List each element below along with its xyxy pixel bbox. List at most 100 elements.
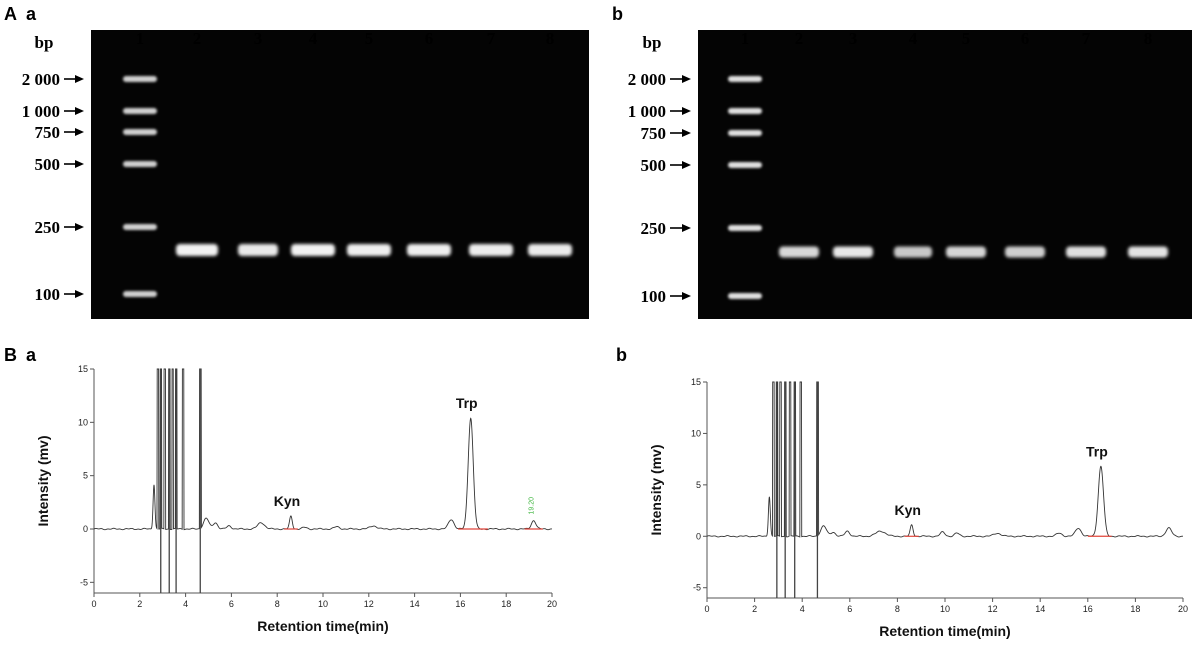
- gel-ladder-band: [728, 108, 762, 114]
- x-tick-label: 2: [752, 604, 757, 614]
- gel-marker-arrowhead: [682, 129, 691, 137]
- gel-marker-label: 750: [641, 124, 667, 143]
- gel-lane-number: 8: [546, 29, 555, 48]
- y-axis-label: Intensity (mv): [35, 435, 51, 526]
- panel-letter-B: B: [4, 345, 17, 365]
- x-tick-label: 8: [895, 604, 900, 614]
- x-tick-label: 10: [940, 604, 950, 614]
- x-tick-label: 8: [275, 599, 280, 609]
- gel-lane-number: 2: [193, 29, 202, 48]
- chromatogram-trace: [93, 368, 553, 531]
- gel-ladder-band: [123, 76, 157, 82]
- gel-sample-band: [238, 244, 278, 256]
- gel-sample-band: [528, 244, 572, 256]
- panel-letter-A: A: [4, 4, 17, 24]
- gel-marker-arrowhead: [682, 75, 691, 83]
- gel-marker-arrowhead: [75, 107, 84, 115]
- gel-marker-arrowhead: [682, 224, 691, 232]
- gel-image-b: 1 2 3 4 5 6 7 8 bp 2 000 1 000 750 500 250 100: [628, 29, 1192, 319]
- gel-sample-band: [1128, 246, 1168, 258]
- gel-ladder-band: [728, 162, 762, 168]
- gel-lane-number: 3: [254, 29, 263, 48]
- x-tick-label: 4: [800, 604, 805, 614]
- gel-marker-label: 2 000: [22, 70, 60, 89]
- gel-sample-band: [1005, 246, 1045, 258]
- gel-lane-number: 1: [136, 29, 145, 48]
- gel-lane-number: 6: [1021, 29, 1030, 48]
- gel-marker-arrowhead: [75, 290, 84, 298]
- gel-marker-arrowhead: [75, 128, 84, 136]
- gel-lane-number: 6: [425, 29, 434, 48]
- gel-lane-number: 2: [795, 29, 804, 48]
- gel-unit-label: bp: [643, 33, 662, 52]
- y-axis-label: Intensity (mv): [648, 444, 664, 535]
- gel-lane-number: 8: [1144, 29, 1153, 48]
- gel-background: [91, 30, 589, 319]
- gel-marker-label: 100: [641, 287, 667, 306]
- gel-sample-band: [347, 244, 391, 256]
- gel-ladder-band: [123, 161, 157, 167]
- gel-ladder-band: [728, 293, 762, 299]
- gel-lane-number: 3: [849, 29, 858, 48]
- x-tick-label: 14: [1035, 604, 1045, 614]
- x-tick-label: 16: [455, 599, 465, 609]
- gel-marker-label: 500: [35, 155, 61, 174]
- gel-sample-band: [469, 244, 513, 256]
- peak-time-label: 19.20: [529, 497, 536, 515]
- gel-ladder-band: [728, 130, 762, 136]
- y-tick-label: 5: [696, 480, 701, 490]
- x-tick-label: 0: [704, 604, 709, 614]
- chromatogram-trace: [706, 381, 1184, 538]
- x-tick-label: 6: [229, 599, 234, 609]
- x-tick-label: 6: [847, 604, 852, 614]
- gel-marker-label: 500: [641, 156, 667, 175]
- panel-B-sub-a: a: [26, 345, 37, 365]
- gel-ladder-band: [728, 76, 762, 82]
- gel-ladder-band: [123, 108, 157, 114]
- gel-ladder-band: [123, 129, 157, 135]
- panel-A-sub-b: b: [612, 4, 623, 24]
- gel-marker-arrowhead: [682, 107, 691, 115]
- y-tick-label: -5: [80, 577, 88, 587]
- peak-label: Kyn: [274, 493, 300, 509]
- peak-label: Trp: [456, 395, 478, 411]
- x-tick-label: 20: [547, 599, 557, 609]
- gel-marker-arrowhead: [682, 292, 691, 300]
- gel-sample-band: [894, 246, 932, 258]
- gel-lane-number: 1: [741, 29, 750, 48]
- gel-ladder-band: [728, 225, 762, 231]
- gel-marker-label: 1 000: [22, 102, 60, 121]
- peak-label: Trp: [1086, 443, 1108, 459]
- y-tick-label: 15: [78, 364, 88, 374]
- x-tick-label: 20: [1178, 604, 1188, 614]
- x-tick-label: 16: [1083, 604, 1093, 614]
- gel-marker-label: 750: [35, 123, 61, 142]
- gel-marker-label: 100: [35, 285, 61, 304]
- y-tick-label: 0: [696, 531, 701, 541]
- gel-lane-number: 7: [487, 29, 496, 48]
- gel-sample-band: [946, 246, 986, 258]
- x-tick-label: 12: [364, 599, 374, 609]
- gel-marker-label: 250: [35, 218, 61, 237]
- x-tick-label: 4: [183, 599, 188, 609]
- chromatogram-a: 0 2 4 6 8 10 12 14 16 18 20 -5 0 5 10 15 Retention time(…: [35, 364, 557, 634]
- gel-marker-label: 2 000: [628, 70, 666, 89]
- y-tick-label: 10: [691, 428, 701, 438]
- gel-marker-arrowhead: [75, 75, 84, 83]
- y-tick-label: 5: [83, 471, 88, 481]
- gel-marker-label: 1 000: [628, 102, 666, 121]
- gel-sample-band: [407, 244, 451, 256]
- gel-sample-band: [1066, 246, 1106, 258]
- gel-ladder-band: [123, 291, 157, 297]
- x-tick-label: 2: [137, 599, 142, 609]
- x-tick-label: 14: [410, 599, 420, 609]
- gel-lane-number: 4: [309, 29, 318, 48]
- gel-marker-arrowhead: [75, 223, 84, 231]
- y-tick-label: 15: [691, 377, 701, 387]
- gel-sample-band: [833, 246, 873, 258]
- gel-marker-label: 250: [641, 219, 667, 238]
- gel-lane-number: 7: [1082, 29, 1091, 48]
- peak-label: Kyn: [894, 502, 920, 518]
- gel-marker-arrowhead: [682, 161, 691, 169]
